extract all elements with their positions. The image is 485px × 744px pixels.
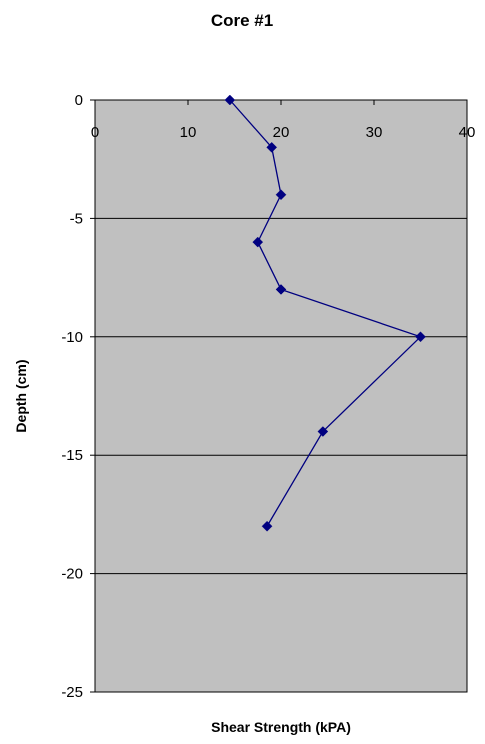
data-point	[252, 236, 264, 248]
data-point	[317, 426, 329, 437]
x-tick-label: 10	[180, 124, 197, 141]
x-tick-label: 30	[366, 124, 383, 141]
x-axis-title: Shear Strength (kPA)	[211, 719, 351, 735]
y-axis-title: Depth (cm)	[13, 359, 29, 432]
data-point	[261, 520, 273, 532]
y-tick-label: -10	[61, 329, 83, 346]
y-tick-label: -15	[61, 447, 83, 464]
data-point	[275, 189, 287, 201]
y-tick-label: -25	[61, 684, 83, 701]
data-point	[224, 94, 236, 106]
y-tick-label: 0	[75, 92, 83, 109]
data-series	[224, 94, 426, 532]
x-tick-label: 20	[273, 124, 290, 141]
plot-area	[94, 99, 468, 693]
gridlines	[95, 217, 467, 575]
data-point	[275, 284, 287, 295]
x-axis-ticks: 0 10 20 30 40	[91, 100, 476, 141]
y-tick-label: -20	[61, 566, 83, 583]
y-tick-label: -5	[70, 210, 83, 227]
chart-title: Core #1	[211, 11, 273, 30]
data-point	[266, 142, 278, 153]
x-tick-label: 0	[91, 124, 99, 141]
x-tick-label: 40	[459, 124, 476, 141]
y-axis-ticks: 0 -5 -10 -15 -20 -25	[61, 92, 95, 701]
series-line	[229, 99, 422, 527]
data-point	[415, 331, 426, 343]
